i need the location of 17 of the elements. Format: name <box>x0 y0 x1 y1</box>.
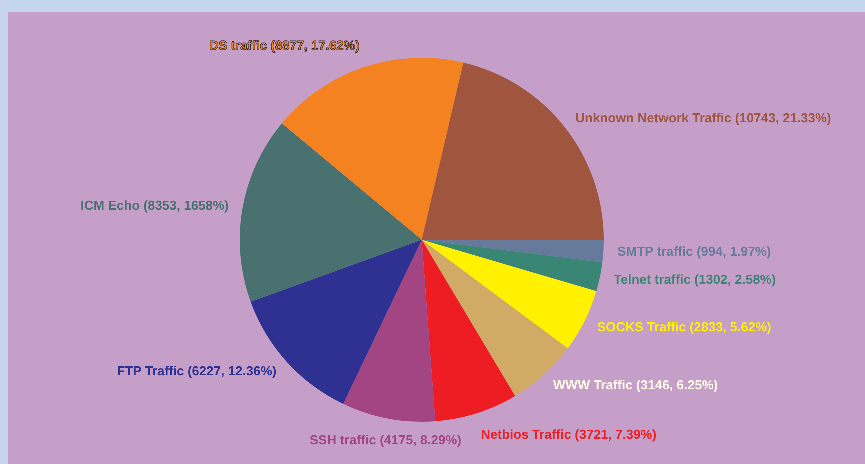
pie-slice <box>422 240 597 349</box>
pie-slice <box>240 124 422 302</box>
slice-label: DS traffic (8877, 17.62%) <box>210 38 360 54</box>
slice-label: Netbios Traffic (3721, 7.39%) <box>481 426 657 442</box>
pie-slice <box>422 240 604 263</box>
slice-label: SMTP traffic (994, 1.97%) <box>618 244 772 260</box>
pie-slice <box>422 240 516 422</box>
pie-slice <box>343 240 436 422</box>
pie-slice <box>422 240 603 292</box>
slice-label: Telnet traffic (1302, 2.58%) <box>614 272 776 287</box>
slice-label: ICM Echo (8353, 1658%) <box>80 198 229 214</box>
slice-label: WWW Traffic (3146, 6.25%) <box>553 377 718 392</box>
slice-label: SOCKS Traffic (2833, 5.62%) <box>597 320 772 335</box>
pie-slice <box>282 58 464 240</box>
slice-label: Unknown Network Traffic (10743, 21.33%) <box>576 110 832 126</box>
slice-label: SSH traffic (4175, 8.29%) <box>310 432 462 448</box>
slice-label: FTP Traffic (6227, 12.36%) <box>117 364 277 379</box>
